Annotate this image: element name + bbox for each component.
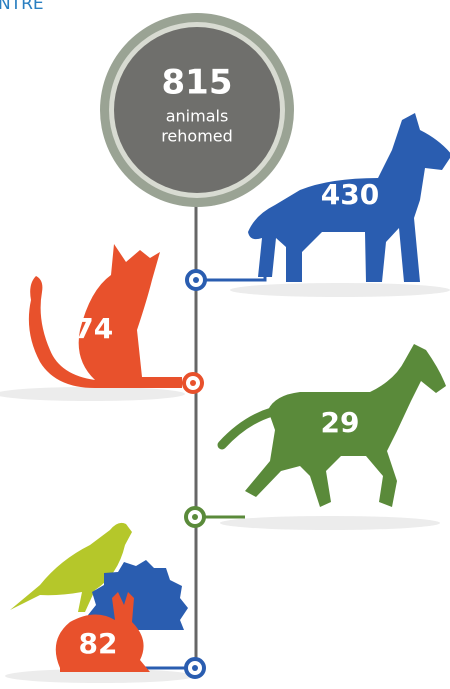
node-dots [190, 277, 199, 671]
horse-tail [217, 407, 277, 450]
bird [10, 522, 132, 612]
hedgehog [88, 560, 188, 630]
connector [196, 276, 267, 282]
header-title: NTRE [0, 0, 44, 14]
total-value: 815 [162, 63, 233, 103]
total-line: animals [166, 107, 229, 126]
cat [28, 244, 182, 388]
total-line: rehomed [161, 127, 233, 146]
horse-count: 29 [321, 406, 360, 439]
shadows [0, 283, 450, 683]
cat-count: 274 [55, 312, 113, 345]
total-circle [114, 27, 280, 193]
dog-count: 430 [321, 178, 379, 211]
rabbit [55, 592, 150, 672]
small-count: 82 [79, 627, 118, 660]
horse [245, 344, 446, 507]
dog [248, 113, 450, 282]
